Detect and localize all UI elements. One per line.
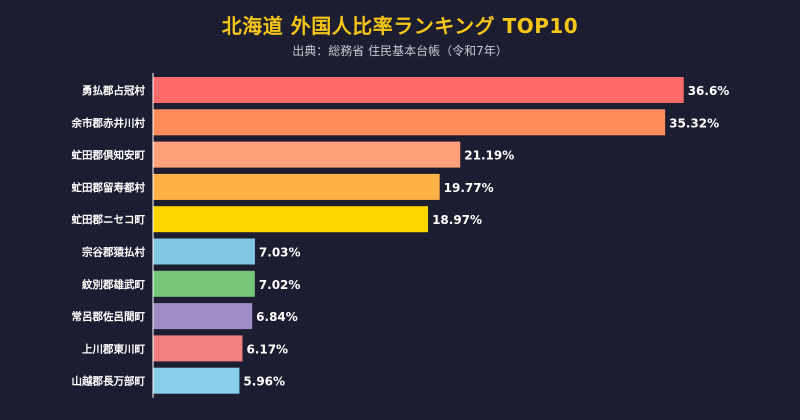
category-label-2: 余市郡赤井川村 (71, 116, 146, 129)
bar-8 (153, 303, 253, 330)
category-label-7: 紋別郡雄武町 (82, 278, 145, 291)
bar-3 (153, 141, 461, 168)
category-label-1: 勇払郡占冠村 (82, 84, 145, 97)
value-label-9: 6.17% (246, 342, 288, 356)
category-label-9: 上川郡東川町 (82, 342, 145, 355)
category-label-8: 常呂郡佐呂間町 (72, 310, 146, 323)
value-label-2: 35.32% (669, 116, 719, 130)
value-label-1: 36.6% (688, 84, 730, 98)
value-label-7: 7.02% (259, 278, 301, 292)
bar-6 (153, 238, 255, 265)
chart-title: 北海道 外国人比率ランキング TOP10 (221, 14, 579, 38)
value-label-8: 6.84% (256, 310, 298, 324)
bar-4 (153, 173, 440, 200)
bar-1 (153, 77, 684, 103)
value-label-10: 5.96% (243, 375, 285, 389)
category-label-3: 虻田郡倶知安町 (72, 149, 146, 162)
bar-5 (153, 206, 429, 233)
bar-7 (153, 270, 255, 297)
value-label-4: 19.77% (444, 181, 494, 195)
value-label-5: 18.97% (432, 213, 482, 227)
bar-10 (153, 367, 240, 394)
category-label-10: 山越郡長万部町 (72, 375, 146, 388)
category-label-4: 虻田郡留寿都村 (72, 181, 146, 194)
category-label-6: 宗谷郡猿払村 (82, 246, 145, 259)
bar-2 (153, 109, 666, 136)
bars-group: 勇払郡占冠村 36.6% 余市郡赤井川村 35.32% 虻田郡倶知安町 21.19% 虻田郡… (71, 77, 730, 394)
value-label-3: 21.19% (464, 149, 514, 163)
bar-9 (153, 335, 243, 362)
category-label-5: 虻田郡ニセコ町 (72, 213, 146, 226)
chart-subtitle: 出典：総務省 住民基本台帳（令和7年） (292, 44, 508, 58)
value-label-6: 7.03% (259, 246, 301, 260)
